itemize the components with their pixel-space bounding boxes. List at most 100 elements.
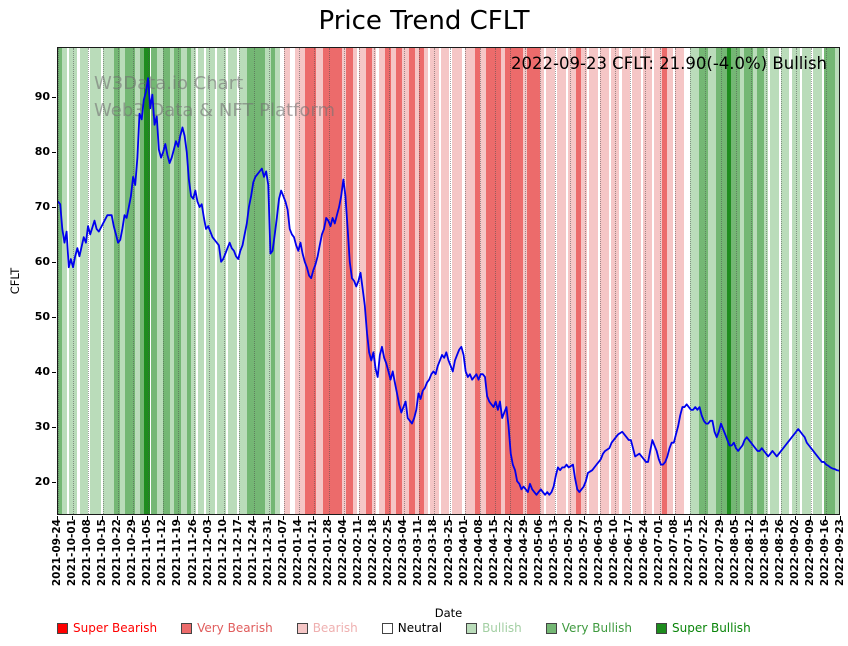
sentiment-band-bearish [451,48,463,514]
sentiment-band-very_bullish [139,48,145,514]
sentiment-band-neutral [640,48,644,514]
x-tick-mark [373,516,375,520]
sentiment-band-very_bullish [731,48,740,514]
x-tick-mark [599,516,601,520]
sentiment-band-bearish [522,48,527,514]
x-tick-mark [267,516,269,520]
gridline [268,48,270,514]
sentiment-band-neutral [236,48,239,514]
y-tick-label: 50 [34,309,50,323]
x-tick-mark [568,516,570,520]
legend-swatch-super_bearish [57,622,68,634]
x-tick-mark [222,516,224,520]
gridline [494,48,496,514]
legend-item-bearish: Bearish [296,621,358,635]
sentiment-band-bullish [770,48,779,514]
gridline [660,48,662,514]
gridline [630,48,632,514]
x-tick-mark [358,516,360,520]
x-tick-mark [584,516,586,520]
sentiment-band-neutral [449,48,452,514]
sentiment-band-neutral [66,48,69,514]
sentiment-band-bullish [275,48,280,514]
sentiment-band-neutral [544,48,547,514]
sentiment-band-super_bullish [726,48,732,514]
sentiment-band-bullish [135,48,140,514]
gridline [585,48,587,514]
sentiment-band-bullish [690,48,699,514]
x-tick-mark [207,516,209,520]
sentiment-band-bullish [191,48,196,514]
gridline [103,48,105,514]
sentiment-band-bullish [238,48,248,514]
sentiment-band-bearish [643,48,652,514]
sentiment-band-neutral [619,48,622,514]
legend-swatch-neutral [381,622,393,634]
sentiment-band-bullish [156,48,164,514]
sentiment-band-very_bullish [823,48,835,514]
sentiment-band-very_bearish [662,48,667,514]
x-tick-mark [614,516,616,520]
y-tick-mark [52,206,56,208]
sentiment-band-bullish [813,48,822,514]
gridline [434,48,436,514]
x-tick-mark [328,516,330,520]
x-tick-mark [403,516,405,520]
x-tick-mark [644,516,646,520]
sentiment-band-neutral [608,48,611,514]
gridline [810,48,812,514]
gridline [283,48,285,514]
sentiment-band-neutral [88,48,91,514]
legend-item-neutral: Neutral [381,621,442,635]
y-tick-mark [52,96,56,98]
x-tick-mark [252,516,254,520]
sentiment-band-neutral [630,48,633,514]
y-tick-mark [52,261,56,263]
sentiment-band-bullish [752,48,758,514]
sentiment-bands [58,48,839,514]
x-tick-mark [478,516,480,520]
sentiment-band-bullish [227,48,237,514]
x-tick-mark [102,516,104,520]
x-tick-mark [72,516,74,520]
sentiment-band-bearish [580,48,588,514]
gridline [253,48,255,514]
x-tick-mark [418,516,420,520]
sentiment-band-bearish [372,48,377,514]
sentiment-band-bullish [802,48,811,514]
x-tick-mark [553,516,555,520]
gridline [509,48,511,514]
gridline [735,48,737,514]
sentiment-band-very_bullish [124,48,136,514]
x-tick-mark [312,516,314,520]
x-tick-mark [463,516,465,520]
gridline [238,48,240,514]
x-tick-mark [779,516,781,520]
sentiment-band-neutral [225,48,228,514]
sentiment-band-bearish [341,48,347,514]
sentiment-band-bearish [632,48,641,514]
sentiment-band-neutral [376,48,379,514]
gridline [750,48,752,514]
price-line [58,77,839,496]
x-tick-mark [117,516,119,520]
gridline [539,48,541,514]
sentiment-band-neutral [651,48,654,514]
y-tick-mark [52,426,56,428]
sentiment-band-neutral [565,48,568,514]
sentiment-band-neutral [427,48,431,514]
gridline [178,48,180,514]
x-tick-mark [132,516,134,520]
gridline [600,48,602,514]
x-tick-mark [343,516,345,520]
legend-swatch-super_bullish [656,622,667,634]
gridline [464,48,466,514]
sentiment-band-neutral [810,48,814,514]
sentiment-band-bullish [834,48,839,514]
gridline [163,48,165,514]
sentiment-band-very_bearish [486,48,502,514]
x-tick-mark [794,516,796,520]
sentiment-band-bullish [264,48,271,514]
sentiment-band-bullish [206,48,216,514]
